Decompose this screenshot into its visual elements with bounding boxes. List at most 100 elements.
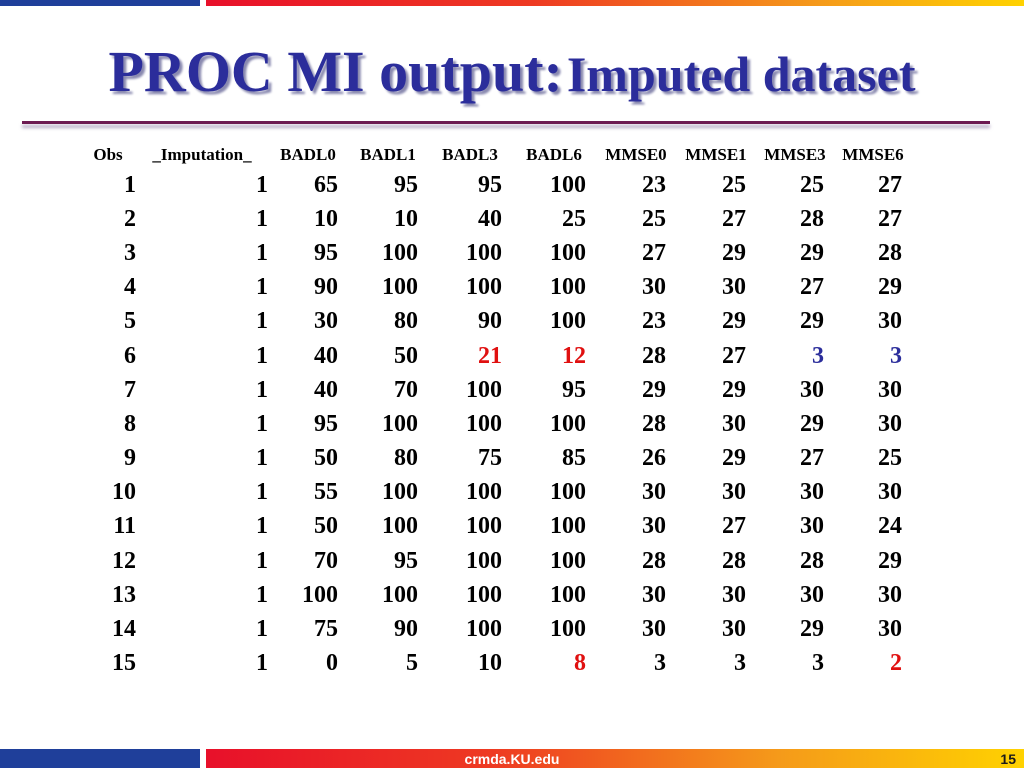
top-bar-gap <box>200 0 206 6</box>
imputed-dataset-table: Obs _Imputation_ BADL0 BADL1 BADL3 BADL6 MMSE0… <box>80 142 912 681</box>
table-cell: 90 <box>428 305 512 339</box>
column-header: MMSE0 <box>605 145 667 164</box>
cell-value: 8 <box>574 650 586 677</box>
table-cell: 29 <box>834 271 912 305</box>
cell-value: 30 <box>878 479 902 506</box>
cell-value: 100 <box>382 479 418 506</box>
table-cell: 3 <box>834 339 912 373</box>
cell-value: 85 <box>562 445 586 472</box>
cell-value: 95 <box>314 410 338 437</box>
table-cell: 30 <box>596 578 676 612</box>
cell-value: 100 <box>382 239 418 266</box>
column-header: BADL1 <box>360 145 416 164</box>
cell-value: 50 <box>314 513 338 540</box>
cell-value: 26 <box>642 445 666 472</box>
cell-value: 1 <box>256 171 268 198</box>
bottom-accent-bar <box>0 749 1024 768</box>
cell-value: 65 <box>314 171 338 198</box>
cell-value: 100 <box>466 616 502 643</box>
table-cell: 40 <box>268 339 348 373</box>
table-cell: 1 <box>136 476 268 510</box>
cell-value: 30 <box>722 410 746 437</box>
cell-value: 100 <box>302 581 338 608</box>
table-cell: 27 <box>834 202 912 236</box>
cell-value: 29 <box>800 239 824 266</box>
table-cell: 1 <box>136 271 268 305</box>
cell-value: 100 <box>382 274 418 301</box>
cell-value: 30 <box>878 308 902 335</box>
table-cell: 23 <box>596 168 676 202</box>
table-cell: 10 <box>428 647 512 681</box>
table-cell: 100 <box>268 578 348 612</box>
table-cell: 50 <box>348 339 428 373</box>
table-cell: 100 <box>348 236 428 270</box>
title-underline <box>22 121 990 124</box>
cell-value: 25 <box>878 445 902 472</box>
cell-value: 100 <box>466 274 502 301</box>
cell-value: 10 <box>394 205 418 232</box>
table-cell: 29 <box>676 442 756 476</box>
table-cell: 8 <box>512 647 596 681</box>
table-cell: 29 <box>676 305 756 339</box>
cell-value: 30 <box>800 581 824 608</box>
title-part1: PROC MI output: <box>108 39 563 104</box>
table-cell: 100 <box>428 236 512 270</box>
cell-value: 25 <box>800 171 824 198</box>
table-cell: 30 <box>676 407 756 441</box>
table-cell: 30 <box>596 271 676 305</box>
table-cell: 10 <box>268 202 348 236</box>
table-cell: 70 <box>268 544 348 578</box>
table-cell: 30 <box>676 476 756 510</box>
slide-title: PROC MI output: Imputed dataset <box>0 38 1024 105</box>
table-cell: 30 <box>596 476 676 510</box>
table-cell: 25 <box>676 168 756 202</box>
cell-value: 80 <box>394 445 418 472</box>
cell-value: 10 <box>112 479 136 506</box>
cell-value: 3 <box>654 650 666 677</box>
table-cell: 30 <box>756 510 834 544</box>
table-row: 6 1 40 50 21 12 28 27 3 3 <box>80 339 912 373</box>
table-cell: 30 <box>834 407 912 441</box>
table-cell: 100 <box>348 578 428 612</box>
table-cell: 29 <box>834 544 912 578</box>
table-cell: 9 <box>80 442 136 476</box>
table-row: 2 1 10 10 40 25 25 27 28 27 <box>80 202 912 236</box>
table-cell: 100 <box>512 476 596 510</box>
table-row: 10 1 55 100 100 100 30 30 30 30 <box>80 476 912 510</box>
cell-value: 29 <box>722 239 746 266</box>
table-cell: 100 <box>512 236 596 270</box>
cell-value: 29 <box>878 547 902 574</box>
table-cell: 3 <box>756 339 834 373</box>
cell-value: 29 <box>800 616 824 643</box>
cell-value: 40 <box>478 205 502 232</box>
table-cell: 27 <box>676 510 756 544</box>
table-row: 5 1 30 80 90 100 23 29 29 30 <box>80 305 912 339</box>
table-row: 11 1 50 100 100 100 30 27 30 24 <box>80 510 912 544</box>
cell-value: 7 <box>124 376 136 403</box>
table-cell: 50 <box>268 442 348 476</box>
cell-value: 3 <box>124 239 136 266</box>
cell-value: 28 <box>878 239 902 266</box>
table-cell: 12 <box>512 339 596 373</box>
table-cell: 40 <box>428 202 512 236</box>
table-cell: 100 <box>428 510 512 544</box>
column-header: BADL6 <box>526 145 582 164</box>
table-cell: 95 <box>348 168 428 202</box>
top-bar-blue-segment <box>0 0 200 6</box>
cell-value: 29 <box>722 308 746 335</box>
table-cell: 23 <box>596 305 676 339</box>
cell-value: 100 <box>550 479 586 506</box>
cell-value: 27 <box>642 239 666 266</box>
table-cell: 30 <box>596 612 676 646</box>
table-row: 7 1 40 70 100 95 29 29 30 30 <box>80 373 912 407</box>
table-row: 1 1 65 95 95 100 23 25 25 27 <box>80 168 912 202</box>
cell-value: 95 <box>394 547 418 574</box>
cell-value: 1 <box>256 342 268 369</box>
table-cell: 11 <box>80 510 136 544</box>
table-cell: 100 <box>512 510 596 544</box>
top-bar-gradient-segment <box>206 0 1024 6</box>
cell-value: 100 <box>550 274 586 301</box>
cell-value: 25 <box>722 171 746 198</box>
cell-value: 1 <box>124 171 136 198</box>
table-cell: 29 <box>756 407 834 441</box>
